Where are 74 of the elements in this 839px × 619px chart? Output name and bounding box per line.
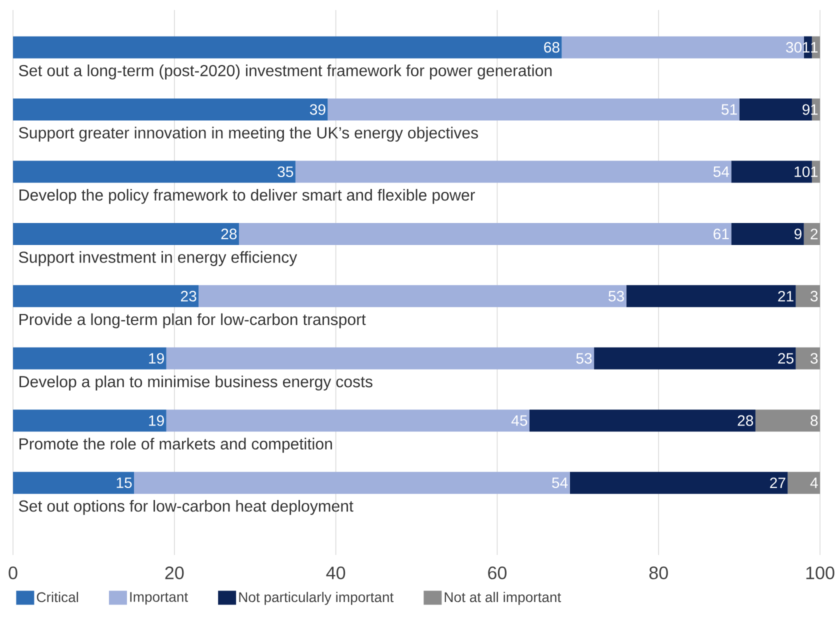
data-label: 8 bbox=[810, 415, 818, 426]
data-label: 2 bbox=[810, 228, 818, 240]
y-tick-label: Develop a plan to minimise business energy costs bbox=[20, 376, 372, 391]
data-label: 61 bbox=[714, 228, 729, 240]
bar bbox=[166, 347, 594, 370]
data-label: 9 bbox=[794, 228, 802, 240]
bar bbox=[198, 285, 626, 308]
data-label: 15 bbox=[116, 478, 132, 488]
y-tick-label: Set out options for low-carbon heat deployment bbox=[18, 500, 354, 515]
bar bbox=[529, 410, 756, 432]
y-tick-label: Set out a long-term (post-2020) investment framework for power generation bbox=[18, 64, 552, 80]
bar bbox=[796, 347, 820, 370]
bar bbox=[13, 36, 562, 58]
bar bbox=[328, 98, 740, 121]
bar bbox=[134, 472, 570, 494]
y-tick-label: Support greater innovation in meeting the UK’s energy objectives bbox=[18, 126, 478, 142]
legend-label: Critical bbox=[36, 592, 78, 602]
bar bbox=[13, 160, 296, 183]
data-label: 3 bbox=[810, 290, 818, 302]
x-tick-label: 80 bbox=[649, 566, 668, 580]
y-tick-label: Provide a long-term plan for low-carbon transport bbox=[20, 313, 366, 328]
y-tick-label: Promote the role of markets and competition bbox=[20, 438, 332, 453]
data-label: 51 bbox=[722, 104, 737, 115]
bar bbox=[295, 160, 732, 183]
bar bbox=[562, 36, 804, 58]
bar bbox=[13, 472, 134, 494]
data-label: 28 bbox=[221, 228, 237, 240]
data-label: 19 bbox=[149, 353, 164, 364]
data-label: 35 bbox=[278, 166, 294, 178]
data-label: 4 bbox=[810, 478, 818, 488]
legend-label: Not particularly important bbox=[239, 592, 394, 605]
x-tick-label: 100 bbox=[806, 566, 834, 580]
x-tick-label: 60 bbox=[488, 566, 507, 580]
data-label: 10 bbox=[794, 166, 810, 178]
data-label: 68 bbox=[544, 42, 560, 53]
data-label: 21 bbox=[778, 290, 794, 302]
data-label: 9 bbox=[802, 104, 810, 115]
bar bbox=[13, 222, 239, 245]
bar bbox=[626, 285, 796, 308]
x-tick-label: 40 bbox=[326, 566, 346, 580]
bar bbox=[804, 222, 820, 245]
bar bbox=[731, 160, 812, 183]
bar bbox=[731, 222, 804, 245]
bar bbox=[13, 347, 166, 370]
legend-label: Important bbox=[130, 592, 188, 605]
bar bbox=[739, 98, 812, 121]
x-tick-label: 0 bbox=[8, 566, 18, 580]
bar bbox=[594, 347, 796, 370]
bar bbox=[13, 410, 166, 432]
bar bbox=[755, 410, 820, 432]
bar bbox=[13, 98, 328, 121]
bar bbox=[238, 222, 732, 245]
data-label: 3 bbox=[810, 353, 818, 364]
data-label: 54 bbox=[713, 166, 730, 177]
bar bbox=[570, 472, 788, 494]
data-label: 25 bbox=[778, 353, 794, 364]
data-label: 54 bbox=[552, 478, 568, 488]
data-label: 23 bbox=[180, 290, 196, 302]
legend-label: Not at all important bbox=[444, 592, 562, 605]
data-label: 45 bbox=[511, 415, 528, 426]
data-label: 28 bbox=[738, 415, 754, 426]
data-label: 27 bbox=[770, 478, 786, 488]
data-label: 53 bbox=[576, 353, 592, 364]
x-tick-label: 20 bbox=[165, 566, 184, 580]
data-label: 19 bbox=[149, 415, 164, 426]
data-label: 53 bbox=[608, 290, 624, 302]
data-label: 39 bbox=[310, 104, 326, 115]
y-tick-label: Develop the policy framework to deliver smart and flexible power bbox=[20, 188, 475, 204]
bar bbox=[796, 285, 820, 308]
y-tick-label: Support investment in energy efficiency bbox=[18, 251, 298, 266]
bar bbox=[166, 410, 530, 432]
data-label: 30 bbox=[786, 42, 802, 53]
bar bbox=[788, 472, 820, 494]
bar bbox=[13, 285, 199, 308]
